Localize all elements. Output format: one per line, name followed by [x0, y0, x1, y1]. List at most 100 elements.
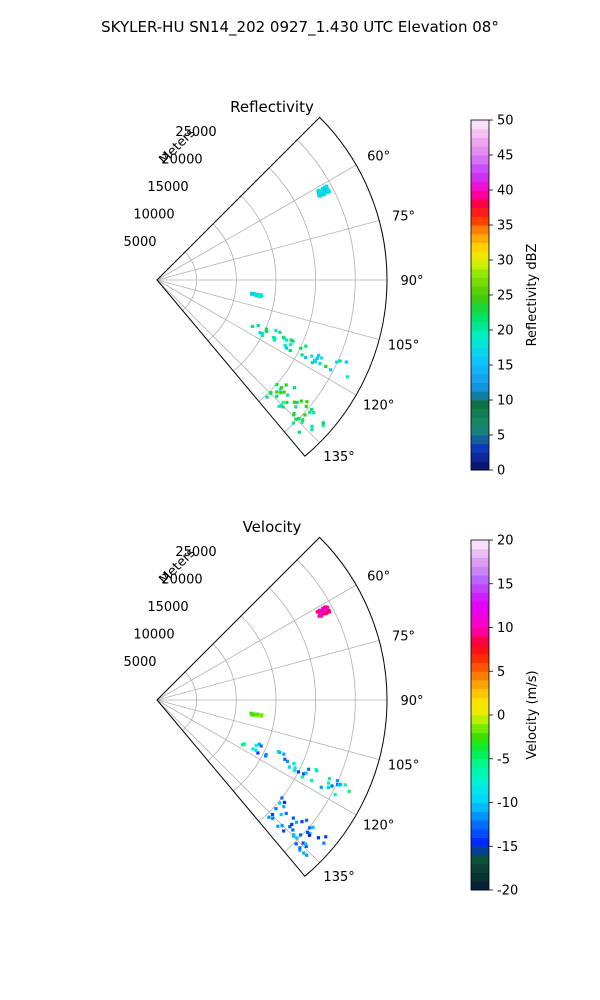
echo-cell: [291, 816, 295, 820]
range-ring: [284, 139, 356, 433]
colorbar-swatch: [471, 128, 489, 138]
echo-cell: [304, 344, 308, 348]
colorbar-swatch: [471, 688, 489, 698]
range-ring: [258, 587, 316, 822]
echo-cell: [271, 816, 275, 820]
colorbar-swatch: [471, 303, 489, 313]
azimuth-tick-label: 135°: [323, 870, 354, 885]
colorbar-swatch: [471, 881, 489, 891]
colorbar-swatch: [471, 540, 489, 550]
echo-cell: [269, 391, 273, 395]
azimuth-gridline: [156, 584, 357, 701]
echo-cell: [320, 356, 324, 360]
azimuth-tick-label: 135°: [323, 450, 354, 465]
echo-cell: [294, 820, 299, 824]
reflectivity-panel: Reflectivity500010000150002000025000Mete…: [123, 98, 540, 479]
azimuth-tick-label: 90°: [401, 274, 424, 289]
azimuth-tick-label: 60°: [367, 569, 390, 584]
echo-cell: [324, 605, 328, 609]
colorbar-swatch: [471, 662, 489, 672]
colorbar-swatch: [471, 592, 489, 602]
colorbar-swatch: [471, 855, 489, 865]
echo-cell: [327, 781, 331, 785]
colorbar-tick-label: 0: [497, 464, 505, 479]
echo-cell: [338, 359, 342, 363]
echo-cell: [289, 342, 293, 347]
echo-cell: [251, 747, 255, 751]
echo-region: [267, 796, 328, 857]
echo-cell: [282, 390, 286, 394]
echo-cell: [315, 610, 319, 614]
colorbar-swatch: [471, 758, 489, 768]
colorbar-swatch: [471, 330, 489, 340]
colorbar-swatch: [471, 233, 489, 243]
echo-cell: [343, 783, 347, 787]
echo-cell: [256, 323, 260, 328]
echo-cell: [284, 338, 289, 342]
colorbar-swatch: [471, 627, 489, 637]
echo-cell: [291, 339, 295, 343]
colorbar-tick-label: 15: [497, 359, 514, 374]
azimuth-tick-label: 105°: [388, 338, 419, 353]
echo-cell: [308, 410, 312, 414]
echo-cell: [279, 812, 283, 817]
range-ring: [258, 167, 316, 402]
colorbar-swatch: [471, 190, 489, 200]
echo-cell: [303, 413, 307, 417]
echo-cell: [295, 836, 299, 840]
echo-cell: [294, 842, 298, 846]
range-tick-label: 25000: [175, 545, 216, 560]
colorbar-swatch: [471, 443, 489, 453]
azimuth-tick-label: 90°: [401, 694, 424, 709]
colorbar-swatch: [471, 767, 489, 777]
colorbar-swatch: [471, 400, 489, 410]
echo-cell: [319, 614, 324, 618]
azimuth-tick-label: 75°: [392, 630, 415, 645]
azimuth-tick-label: 105°: [388, 758, 419, 773]
echo-cell: [278, 801, 282, 805]
echo-cell: [314, 767, 318, 772]
echo-cell: [319, 785, 323, 789]
echo-cell: [270, 812, 275, 817]
echo-cell: [282, 829, 286, 833]
echo-cell: [278, 330, 282, 334]
echo-cell: [307, 833, 312, 837]
colorbar-swatch: [471, 146, 489, 156]
echo-cell: [289, 338, 293, 342]
echo-cell: [296, 770, 301, 774]
echo-cell: [257, 294, 261, 298]
echo-cell: [258, 331, 262, 335]
echo-cell: [283, 343, 287, 347]
echo-cell: [303, 842, 308, 846]
range-ring: [233, 195, 277, 372]
colorbar-tick-label: 5: [497, 665, 505, 680]
colorbar-swatch: [471, 802, 489, 812]
echo-cell: [275, 394, 279, 398]
colorbar-swatch: [471, 645, 489, 655]
echo-cell: [292, 761, 296, 766]
colorbar-swatch: [471, 723, 489, 733]
colorbar-swatch: [471, 706, 489, 716]
echo-cell: [308, 831, 312, 836]
colorbar-swatch: [471, 417, 489, 427]
colorbar-swatch: [471, 811, 489, 821]
colorbar-swatch: [471, 785, 489, 795]
colorbar-tick-label: 50: [497, 114, 514, 129]
echo-cell: [283, 757, 287, 761]
colorbar-swatch: [471, 715, 489, 725]
colorbar-swatch: [471, 671, 489, 681]
echo-cell: [271, 335, 276, 340]
colorbar-swatch: [471, 610, 489, 620]
colorbar-swatch: [471, 837, 489, 847]
colorbar-swatch: [471, 181, 489, 191]
azimuth-gridline: [156, 220, 380, 281]
colorbar-swatch: [471, 776, 489, 786]
echo-cell: [322, 192, 327, 196]
echo-cell: [300, 420, 304, 424]
echo-cell: [309, 778, 314, 783]
echo-cell: [259, 744, 263, 748]
echo-cell: [291, 828, 295, 832]
echo-cell: [321, 612, 325, 616]
echo-cell: [316, 836, 321, 840]
echo-cell: [306, 767, 311, 771]
